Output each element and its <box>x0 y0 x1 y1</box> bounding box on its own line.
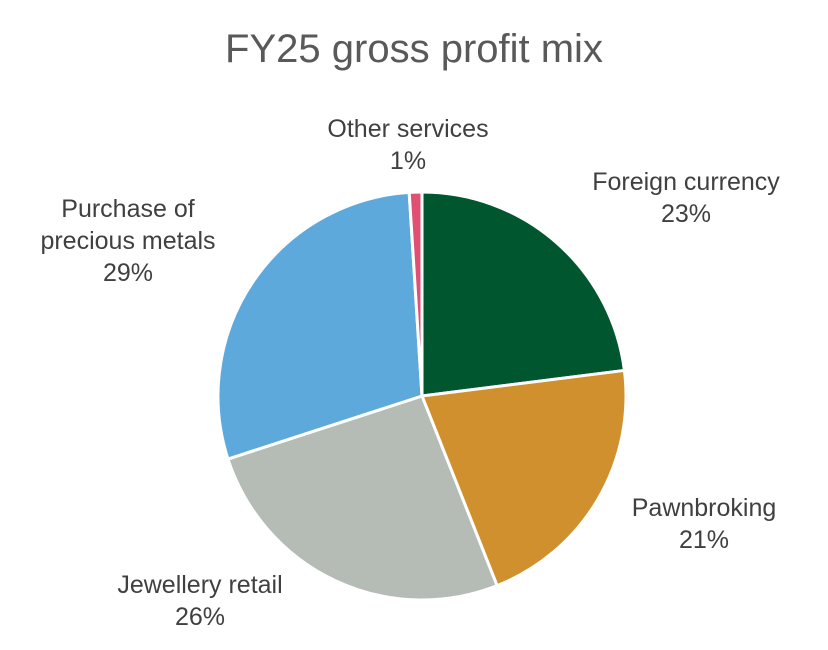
slice-labels: Foreign currency 23% Pawnbroking 21% Jewelle… <box>40 115 780 631</box>
slice-name-label: Pawnbroking <box>632 494 777 522</box>
slice-name-label: precious metals <box>40 227 215 255</box>
slice-name-label: Jewellery retail <box>117 571 282 599</box>
pie-slices <box>216 190 628 602</box>
pie-slice <box>226 394 499 602</box>
pie-slice <box>420 190 626 398</box>
slice-value-label: 26% <box>175 603 225 631</box>
pie-slice <box>420 368 628 588</box>
pie-slice <box>407 190 424 398</box>
slice-value-label: 29% <box>103 259 153 287</box>
slice-label: Foreign currency 23% <box>592 168 780 228</box>
pie-slice <box>216 190 424 461</box>
slice-label: Other services 1% <box>327 115 488 175</box>
chart-title: FY25 gross profit mix <box>225 27 603 71</box>
slice-name-label: Purchase of <box>61 195 194 223</box>
slice-value-label: 21% <box>679 526 729 554</box>
slice-value-label: 23% <box>661 200 711 228</box>
slice-name-label: Other services <box>327 115 488 143</box>
slice-label: Jewellery retail 26% <box>117 571 282 631</box>
slice-label: Purchase of precious metals 29% <box>40 195 215 287</box>
slice-label: Pawnbroking 21% <box>632 494 777 554</box>
slice-name-label: Foreign currency <box>592 168 780 196</box>
slice-value-label: 1% <box>390 147 426 175</box>
